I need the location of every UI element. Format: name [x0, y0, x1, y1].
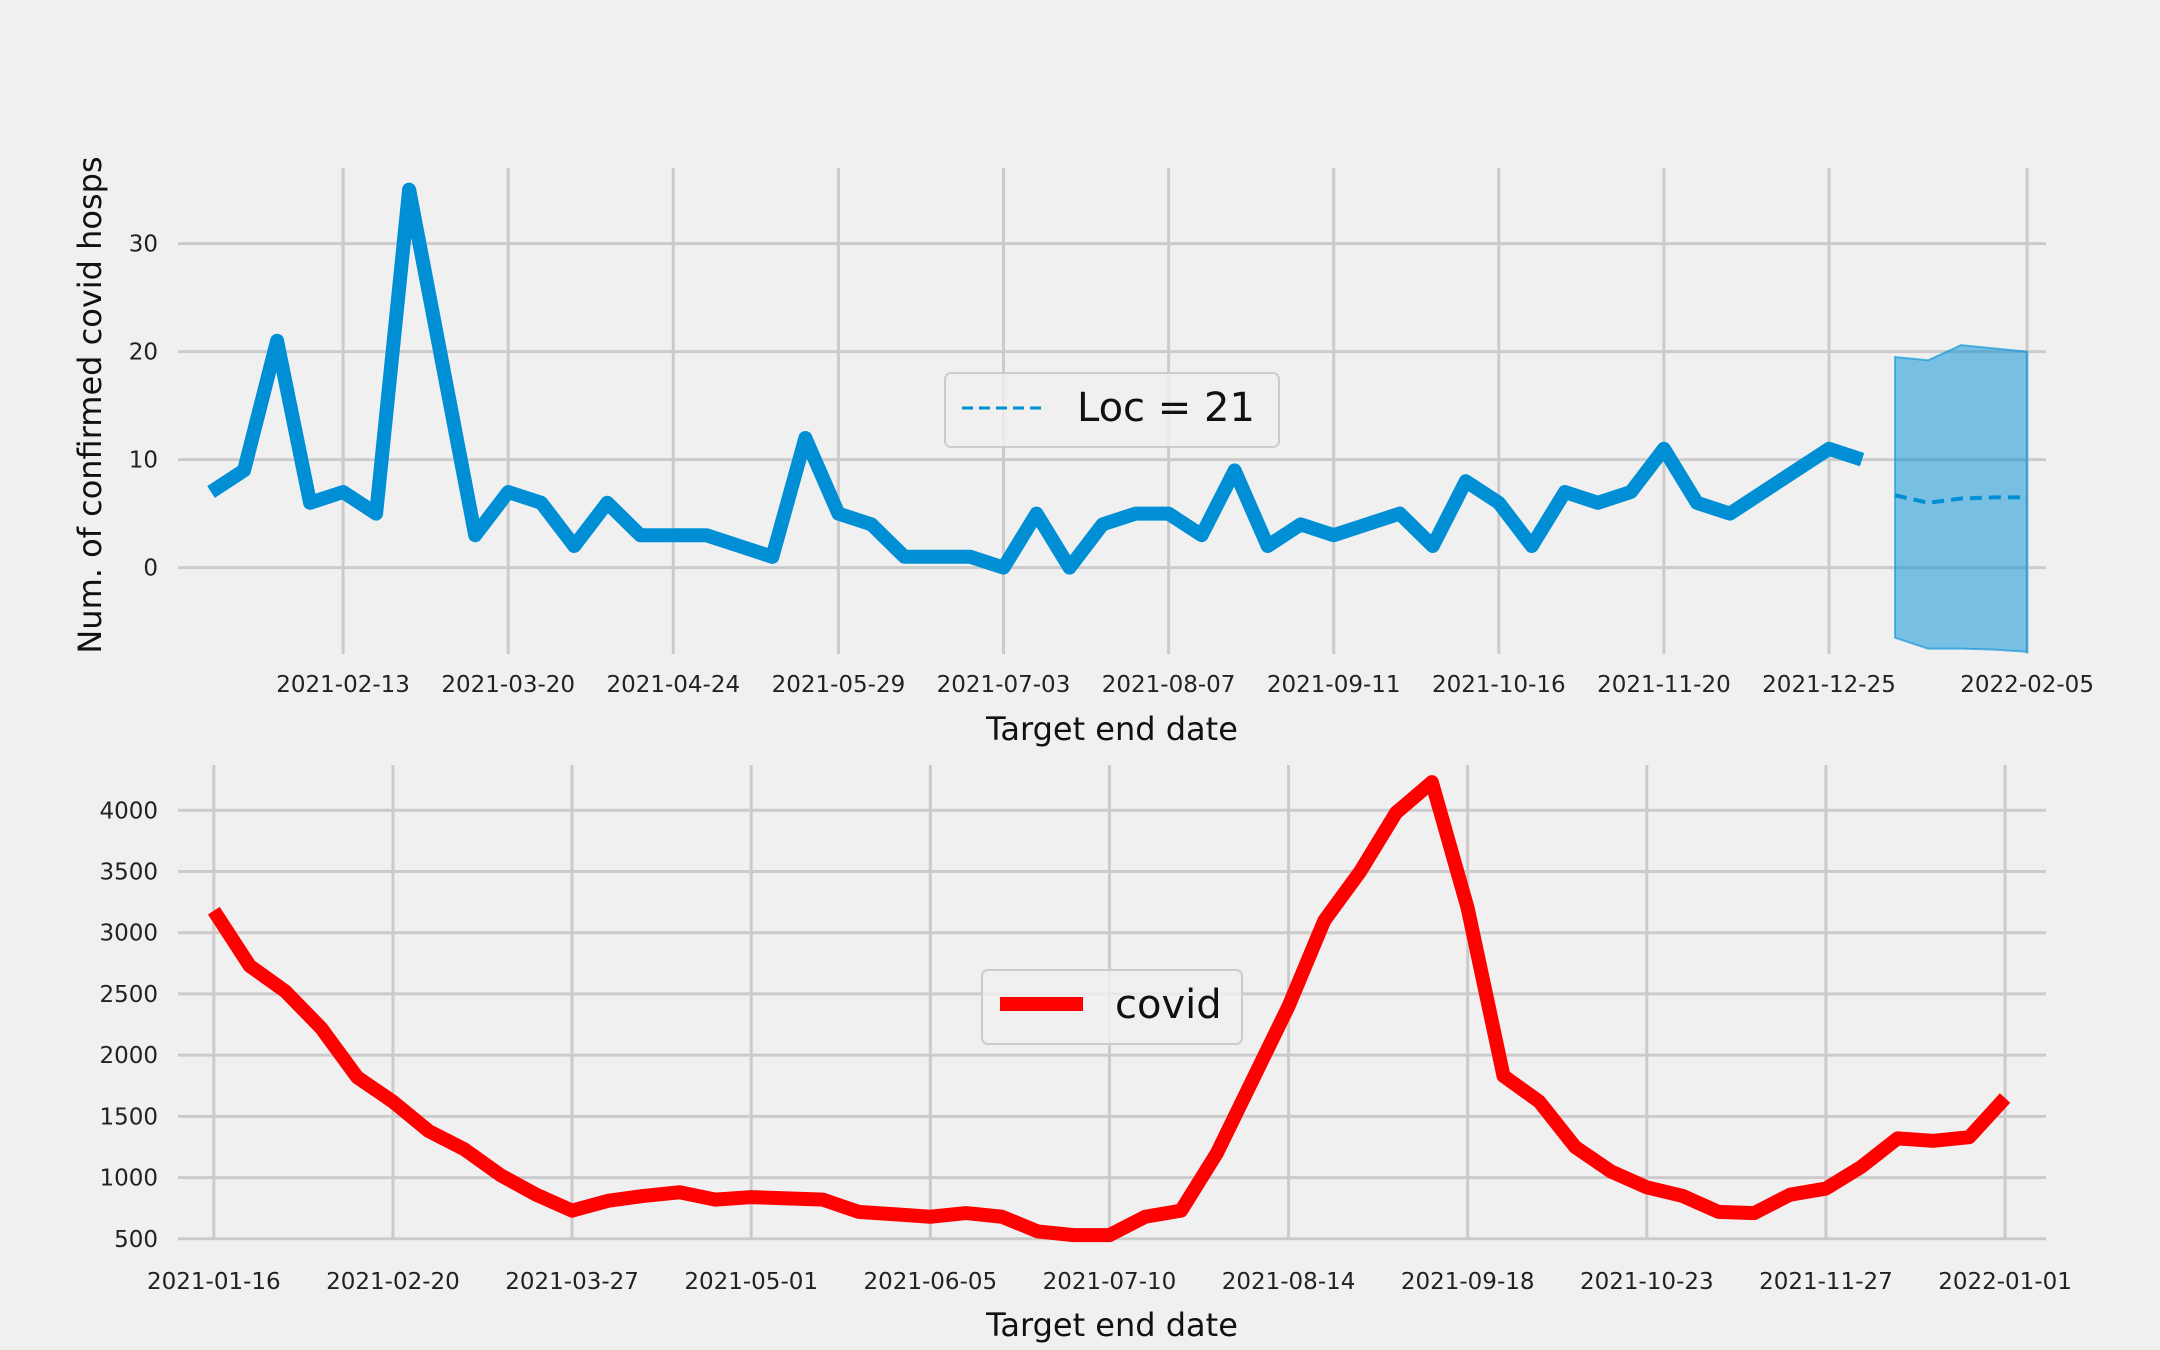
- x-tick-label: 2021-08-14: [1222, 1269, 1356, 1295]
- x-tick-label: 2021-05-01: [684, 1269, 818, 1295]
- x-tick-label: 2021-11-20: [1597, 672, 1731, 698]
- x-tick-label: 2021-09-18: [1401, 1269, 1535, 1295]
- top-y-axis-label: Num. of confirmed covid hosps: [71, 156, 109, 653]
- top-legend: Loc = 21: [944, 372, 1280, 448]
- x-tick-label: 2021-05-29: [772, 672, 906, 698]
- x-tick-label: 2021-11-27: [1759, 1269, 1893, 1295]
- y-tick-label: 3500: [99, 860, 158, 886]
- bottom-legend: covid: [981, 969, 1243, 1045]
- top-y-tick-labels: 0 10 20 30: [129, 232, 158, 582]
- top-legend-box: [944, 372, 1280, 448]
- observed-series-line: [207, 775, 2011, 1243]
- x-tick-label: 2021-06-05: [863, 1269, 997, 1295]
- x-tick-label: 2021-01-16: [147, 1269, 281, 1295]
- x-tick-label: 2022-02-05: [1960, 672, 2094, 698]
- hospitalizations-forecast-chart: 2021-02-13 2021-03-20 2021-04-24 2021-05-29…: [71, 156, 2094, 748]
- x-tick-label: 2021-08-07: [1102, 672, 1236, 698]
- bottom-x-tick-labels: 2021-01-16 2021-02-20 2021-03-27 2021-05-01…: [147, 1269, 2072, 1295]
- bottom-legend-label: covid: [1115, 982, 1222, 1028]
- x-tick-label: 2021-02-20: [326, 1269, 460, 1295]
- x-tick-label: 2021-07-03: [937, 672, 1071, 698]
- x-tick-label: 2021-03-27: [505, 1269, 639, 1295]
- x-tick-label: 2021-03-20: [441, 672, 575, 698]
- y-tick-label: 2000: [99, 1043, 158, 1069]
- x-tick-label: 2021-07-10: [1043, 1269, 1177, 1295]
- covid-hospitalizations-chart: 2021-01-16 2021-02-20 2021-03-27 2021-05-01…: [99, 765, 2072, 1344]
- bottom-x-axis-label: Target end date: [985, 1306, 1238, 1344]
- y-tick-label: 1500: [99, 1104, 158, 1130]
- y-tick-label: 500: [114, 1227, 158, 1253]
- y-tick-label: 3000: [99, 921, 158, 947]
- forecast-median-line: [1894, 493, 2028, 505]
- x-tick-label: 2021-10-16: [1432, 672, 1566, 698]
- x-tick-label: 2021-02-13: [276, 672, 410, 698]
- y-tick-label: 2500: [99, 982, 158, 1008]
- top-legend-label: Loc = 21: [1077, 385, 1255, 431]
- bottom-y-tick-labels: 500 1000 1500 2000 2500 3000 3500 4000: [99, 798, 158, 1252]
- x-tick-label: 2021-04-24: [606, 672, 740, 698]
- top-x-axis-label: Target end date: [985, 710, 1238, 748]
- x-tick-label: 2022-01-01: [1938, 1269, 2072, 1295]
- y-tick-label: 10: [129, 448, 158, 474]
- observed-series-line: [207, 182, 1865, 575]
- top-x-tick-labels: 2021-02-13 2021-03-20 2021-04-24 2021-05-29…: [276, 672, 2094, 698]
- bottom-legend-box: [981, 969, 1243, 1045]
- top-series-lines: [207, 182, 2028, 575]
- x-tick-label: 2021-09-11: [1267, 672, 1401, 698]
- y-tick-label: 4000: [99, 798, 158, 824]
- y-tick-label: 0: [143, 556, 158, 582]
- y-tick-label: 1000: [99, 1166, 158, 1192]
- y-tick-label: 20: [129, 340, 158, 366]
- x-tick-label: 2021-12-25: [1762, 672, 1896, 698]
- y-tick-label: 30: [129, 232, 158, 258]
- bottom-series-lines: [207, 775, 2011, 1243]
- x-tick-label: 2021-10-23: [1580, 1269, 1714, 1295]
